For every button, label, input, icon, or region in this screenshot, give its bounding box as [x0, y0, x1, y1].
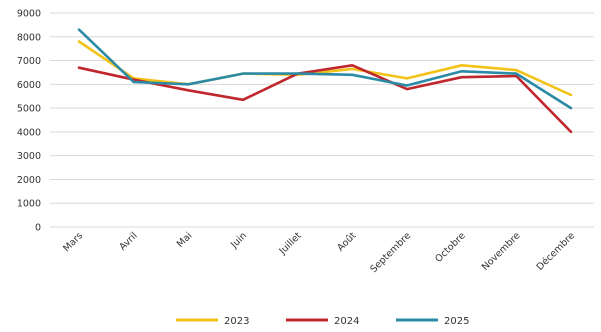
legend-item-2024: 2024: [286, 316, 359, 327]
x-tick-label: Mai: [175, 230, 195, 250]
series-line-2024: [77, 64, 573, 134]
legend-item-2023: 2023: [176, 316, 249, 327]
series-lines: [77, 28, 573, 134]
y-tick-label: 7000: [17, 56, 41, 67]
y-tick-label: 6000: [17, 80, 41, 91]
legend-item-2025: 2025: [396, 316, 469, 327]
y-tick-label: 0: [35, 223, 41, 234]
y-tick-label: 8000: [17, 32, 41, 43]
y-tick-label: 1000: [17, 199, 41, 210]
x-tick-label: Mars: [61, 230, 85, 254]
x-tick-label: Octobre: [433, 230, 468, 265]
x-tick-label: Septembre: [368, 230, 413, 275]
series-line-2023: [77, 40, 573, 97]
x-tick-label: Juillet: [277, 230, 304, 257]
series-line-2025: [77, 28, 573, 110]
x-tick-label: Avril: [117, 230, 139, 252]
x-tick-label: Décembre: [535, 230, 578, 273]
gridlines: [50, 12, 594, 228]
y-axis-ticks: 0 1000 2000 3000 4000 5000 6000 7000 8000 9000: [17, 9, 41, 234]
legend-label: 2025: [444, 316, 469, 327]
y-tick-label: 5000: [17, 104, 41, 115]
legend: 2023 2024 2025: [176, 316, 469, 327]
y-tick-label: 2000: [17, 175, 41, 186]
y-tick-label: 4000: [17, 127, 41, 138]
y-tick-label: 3000: [17, 151, 41, 162]
x-tick-label: Août: [335, 230, 358, 253]
x-tick-label: Juin: [228, 230, 249, 251]
legend-label: 2023: [224, 316, 249, 327]
x-axis-ticks: Mars Avril Mai Juin Juillet Août Septembre Octo…: [61, 230, 577, 275]
y-tick-label: 9000: [17, 9, 41, 20]
x-tick-label: Novembre: [480, 230, 523, 273]
legend-label: 2024: [334, 316, 359, 327]
